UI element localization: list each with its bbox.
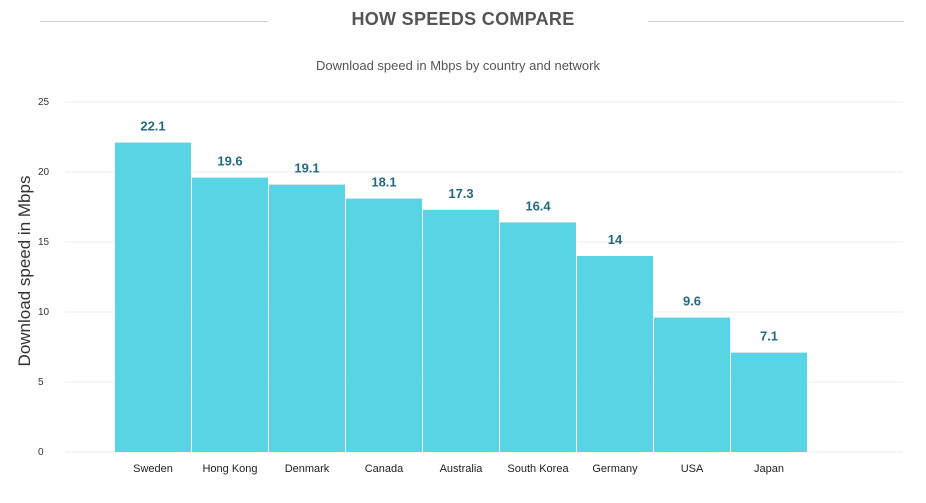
x-tick-label: Canada bbox=[365, 463, 404, 475]
bar-germany bbox=[577, 256, 653, 452]
y-axis-ticks: 0 5 10 15 20 25 bbox=[38, 97, 50, 458]
y-tick-label: 10 bbox=[38, 307, 50, 318]
title-rule-left bbox=[40, 21, 268, 22]
bar-south-korea bbox=[500, 222, 576, 452]
y-tick-label: 0 bbox=[38, 447, 44, 458]
data-label: 16.4 bbox=[525, 198, 551, 213]
x-tick-label: Sweden bbox=[133, 463, 173, 475]
bar-australia bbox=[423, 209, 499, 452]
x-tick-label: Japan bbox=[754, 463, 784, 475]
bar-hong-kong bbox=[192, 177, 268, 452]
chart-subtitle: Download speed in Mbps by country and ne… bbox=[316, 58, 600, 73]
x-tick-label: Denmark bbox=[285, 463, 330, 475]
x-tick-label: USA bbox=[681, 463, 704, 475]
data-label: 9.6 bbox=[683, 294, 701, 309]
y-tick-label: 25 bbox=[38, 97, 50, 108]
data-label: 19.1 bbox=[294, 161, 319, 176]
y-tick-label: 15 bbox=[38, 237, 50, 248]
x-tick-label: Hong Kong bbox=[202, 463, 257, 475]
bar-japan bbox=[731, 352, 807, 452]
data-label: 22.1 bbox=[140, 119, 165, 134]
bar-usa bbox=[654, 317, 730, 452]
category-labels: Sweden Hong Kong Denmark Canada Australia Sou… bbox=[133, 463, 784, 475]
x-tick-label: South Korea bbox=[507, 463, 569, 475]
value-labels: 22.1 19.6 19.1 18.1 17.3 16.4 14 9.6 7.1 bbox=[140, 119, 778, 344]
bars bbox=[115, 142, 807, 452]
chart-header: HOW SPEEDS COMPARE bbox=[0, 0, 926, 44]
y-tick-label: 20 bbox=[38, 167, 50, 178]
data-label: 17.3 bbox=[448, 186, 473, 201]
bar-canada bbox=[346, 198, 422, 452]
bar-sweden bbox=[115, 142, 191, 452]
x-tick-label: Germany bbox=[592, 463, 638, 475]
y-axis-title: Download speed in Mbps bbox=[15, 176, 34, 367]
bar-denmark bbox=[269, 184, 345, 452]
chart-title: HOW SPEEDS COMPARE bbox=[351, 9, 575, 29]
x-tick-label: Australia bbox=[440, 463, 484, 475]
data-label: 19.6 bbox=[217, 154, 242, 169]
data-label: 7.1 bbox=[760, 329, 778, 344]
title-rule-right bbox=[648, 21, 904, 22]
data-label: 18.1 bbox=[371, 175, 396, 190]
y-tick-label: 5 bbox=[38, 377, 44, 388]
data-label: 14 bbox=[608, 232, 623, 247]
